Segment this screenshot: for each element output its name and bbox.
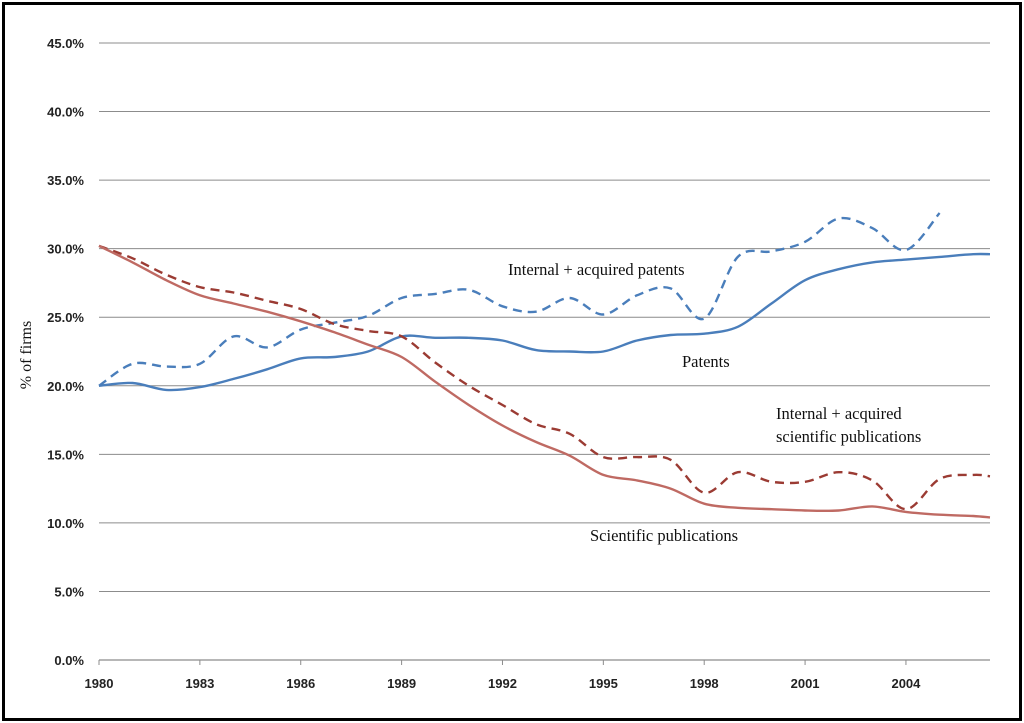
y-tick-label: 30.0% xyxy=(47,242,84,257)
y-tick-label: 40.0% xyxy=(47,105,84,120)
series-line-internal-acquired-scientific-publications xyxy=(98,244,991,511)
x-tick-label: 2001 xyxy=(791,676,820,691)
x-tick-label: 2004 xyxy=(891,676,921,691)
series-line-internal-acquired-patents xyxy=(98,212,941,387)
annotation-internal-acquired-sci-line1: Internal + acquired xyxy=(776,404,902,423)
x-tick-label: 1986 xyxy=(286,676,315,691)
y-tick-label: 10.0% xyxy=(47,516,84,531)
annotation-internal-acquired-sci-line2: scientific publications xyxy=(776,427,921,446)
series-line-scientific-publications xyxy=(98,244,991,519)
series-line-patents xyxy=(98,252,991,392)
x-tick-label: 1989 xyxy=(387,676,416,691)
y-tick-label: 15.0% xyxy=(47,447,84,462)
y-tick-label: 35.0% xyxy=(47,173,84,188)
grid-lines xyxy=(99,42,990,592)
x-tick-labels: 1980 1983 1986 1989 1992 1995 1998 2001 2004 xyxy=(85,676,922,691)
y-tick-labels: 0.0% 5.0% 10.0% 15.0% 20.0% 25.0% 30.0% 35.0% 40… xyxy=(47,36,84,668)
annotation-internal-acquired-patents: Internal + acquired patents xyxy=(508,260,685,279)
y-tick-label: 45.0% xyxy=(47,36,84,51)
y-tick-label: 0.0% xyxy=(54,653,84,668)
axes xyxy=(98,659,990,665)
x-tick-label: 1998 xyxy=(690,676,719,691)
y-tick-label: 5.0% xyxy=(54,584,84,599)
x-tick-label: 1980 xyxy=(85,676,114,691)
y-tick-label: 20.0% xyxy=(47,379,84,394)
y-axis-title: % of firms xyxy=(18,321,35,389)
x-tick-label: 1983 xyxy=(185,676,214,691)
x-tick-label: 1995 xyxy=(589,676,618,691)
series-lines xyxy=(98,212,991,519)
annotation-patents: Patents xyxy=(682,352,730,371)
annotation-scientific-publications: Scientific publications xyxy=(590,526,738,545)
y-tick-label: 25.0% xyxy=(47,310,84,325)
x-tick-label: 1992 xyxy=(488,676,517,691)
